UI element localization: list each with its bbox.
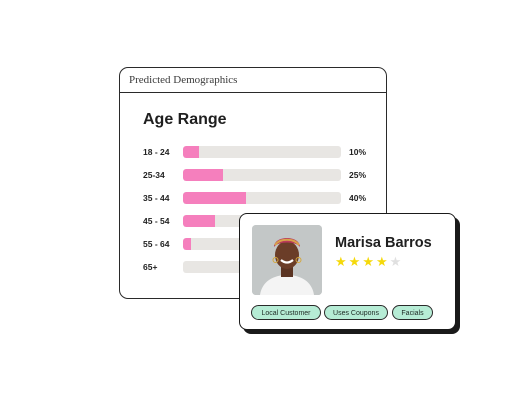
star-icon: ★ [348,254,363,269]
age-row-label: 45 - 54 [143,216,170,226]
age-bar-track [183,192,341,204]
age-row-label: 18 - 24 [143,147,170,157]
age-row: 35 - 44 40% [143,192,383,204]
star-icon: ★ [362,254,376,269]
age-row-percent: 40% [349,193,367,203]
age-row-label: 65+ [143,262,158,272]
age-row-label: 55 - 64 [143,239,170,249]
customer-portrait-image [252,225,322,295]
age-row-percent: 25% [349,170,367,180]
customer-card[interactable]: Marisa Barros ★★★★★ Local Customer Uses … [239,213,456,330]
star-icon: ★ [335,254,349,269]
tag-local-customer[interactable]: Local Customer [251,305,321,320]
star-icon: ★ [375,254,390,269]
age-row: 18 - 24 10% [143,146,383,158]
age-row: 25-34 25% [143,169,383,181]
age-bar-fill [183,169,223,181]
customer-name: Marisa Barros [335,235,432,251]
age-bar-fill [183,215,215,227]
age-row-label: 35 - 44 [143,193,170,203]
age-bar-fill [183,238,191,250]
age-bar-fill [183,146,199,158]
rating-stars: ★★★★★ [335,254,403,270]
age-row-label: 25-34 [143,170,165,180]
panel-header: Predicted Demographics [120,68,386,93]
age-bar-track [183,169,341,181]
star-empty-icon: ★ [389,254,404,269]
age-bar-fill [183,192,247,204]
demographics-panel: Predicted Demographics Age Range 18 - 24… [119,67,387,299]
age-row-percent: 10% [349,147,367,157]
age-range-title: Age Range [143,111,227,128]
tag-uses-coupons[interactable]: Uses Coupons [324,305,388,320]
customer-photo [252,225,322,295]
tag-facials[interactable]: Facials [392,305,433,320]
age-bar-track [183,146,341,158]
